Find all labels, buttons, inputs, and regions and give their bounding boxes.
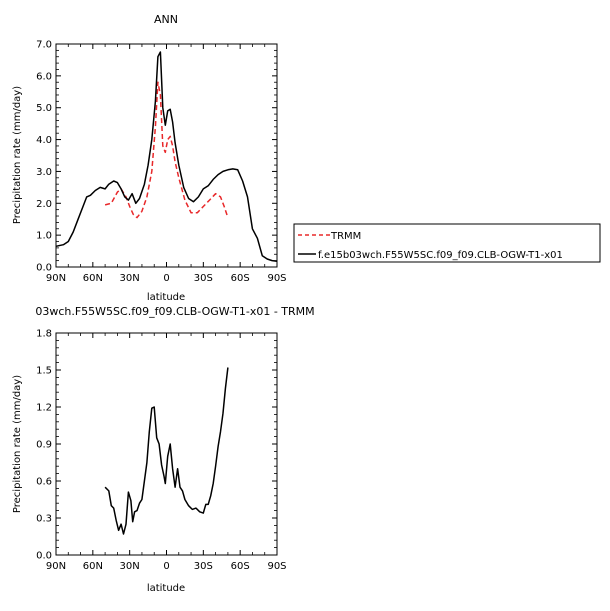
y-tick-label: 0.0 bbox=[36, 551, 52, 562]
series-line-0 bbox=[104, 81, 229, 219]
data-lines bbox=[55, 51, 278, 263]
x-tick-label: 60S bbox=[231, 561, 250, 572]
x-tick-label: 90N bbox=[46, 273, 66, 284]
plot-frame-difference bbox=[55, 332, 278, 556]
x-tick-label: 30N bbox=[120, 273, 140, 284]
y-axis-label: Precipitation rate (mm/day) bbox=[12, 86, 23, 224]
legend-box bbox=[293, 223, 601, 263]
legend: TRMM f.e15b03wch.F55W5SC.f09_f09.CLB-OGW… bbox=[293, 223, 601, 263]
x-axis-label: latitude bbox=[147, 292, 185, 303]
chart-title-difference: 03wch.F55W5SC.f09_f09.CLB-OGW-T1-x01 - T… bbox=[35, 305, 314, 318]
x-tick-label: 30S bbox=[194, 561, 213, 572]
x-tick-label: 90S bbox=[267, 273, 286, 284]
x-axis-ticks: 90N 60N 30N 0 30S 60S 90S bbox=[46, 44, 287, 284]
series-line-1 bbox=[55, 51, 278, 263]
legend-label-trmm: TRMM bbox=[330, 231, 361, 242]
y-tick-label: 6.0 bbox=[36, 71, 52, 82]
y-tick-label: 0.6 bbox=[36, 477, 52, 488]
chart-title: ANN bbox=[154, 13, 178, 26]
y-tick-label: 0.0 bbox=[36, 263, 52, 274]
series-line-0 bbox=[104, 367, 229, 535]
x-tick-label: 90S bbox=[267, 561, 286, 572]
x-tick-label: 60N bbox=[83, 561, 103, 572]
y-axis-label-difference: Precipitation rate (mm/day) bbox=[12, 375, 23, 513]
y-tick-label: 2.0 bbox=[36, 199, 52, 210]
x-axis-ticks-difference: 90N 60N 30N 0 30S 60S 90S bbox=[46, 333, 287, 572]
y-tick-label: 3.0 bbox=[36, 167, 52, 178]
x-tick-label: 30N bbox=[120, 561, 140, 572]
x-tick-label: 90N bbox=[46, 561, 66, 572]
x-tick-label: 0 bbox=[163, 561, 169, 572]
y-tick-label: 5.0 bbox=[36, 103, 52, 114]
plot-frame bbox=[55, 43, 278, 268]
y-tick-label: 1.5 bbox=[36, 366, 52, 377]
y-tick-label: 0.3 bbox=[36, 514, 52, 525]
x-tick-label: 60S bbox=[231, 273, 250, 284]
legend-label-model: f.e15b03wch.F55W5SC.f09_f09.CLB-OGW-T1-x… bbox=[318, 250, 563, 261]
y-tick-label: 1.0 bbox=[36, 231, 52, 242]
y-tick-label: 4.0 bbox=[36, 135, 52, 146]
bottom-chart: 03wch.F55W5SC.f09_f09.CLB-OGW-T1-x01 - T… bbox=[12, 305, 315, 594]
y-axis-ticks-difference: 0.0 0.3 0.6 0.9 1.2 1.5 1.8 bbox=[36, 329, 277, 562]
top-chart: ANN 0.0 1.0 2.0 3.0 4.0 5.0 6.0 7.0 90N 60N 30N 0 3… bbox=[12, 13, 287, 303]
y-tick-label: 0.9 bbox=[36, 440, 52, 451]
y-axis-ticks: 0.0 1.0 2.0 3.0 4.0 5.0 6.0 7.0 bbox=[36, 40, 277, 274]
x-tick-label: 60N bbox=[83, 273, 103, 284]
y-tick-label: 1.2 bbox=[36, 403, 52, 414]
x-tick-label: 0 bbox=[163, 273, 169, 284]
data-lines-difference bbox=[104, 367, 229, 535]
x-axis-label-difference: latitude bbox=[147, 583, 185, 594]
y-tick-label: 7.0 bbox=[36, 40, 52, 51]
x-tick-label: 30S bbox=[194, 273, 213, 284]
y-tick-label: 1.8 bbox=[36, 329, 52, 340]
